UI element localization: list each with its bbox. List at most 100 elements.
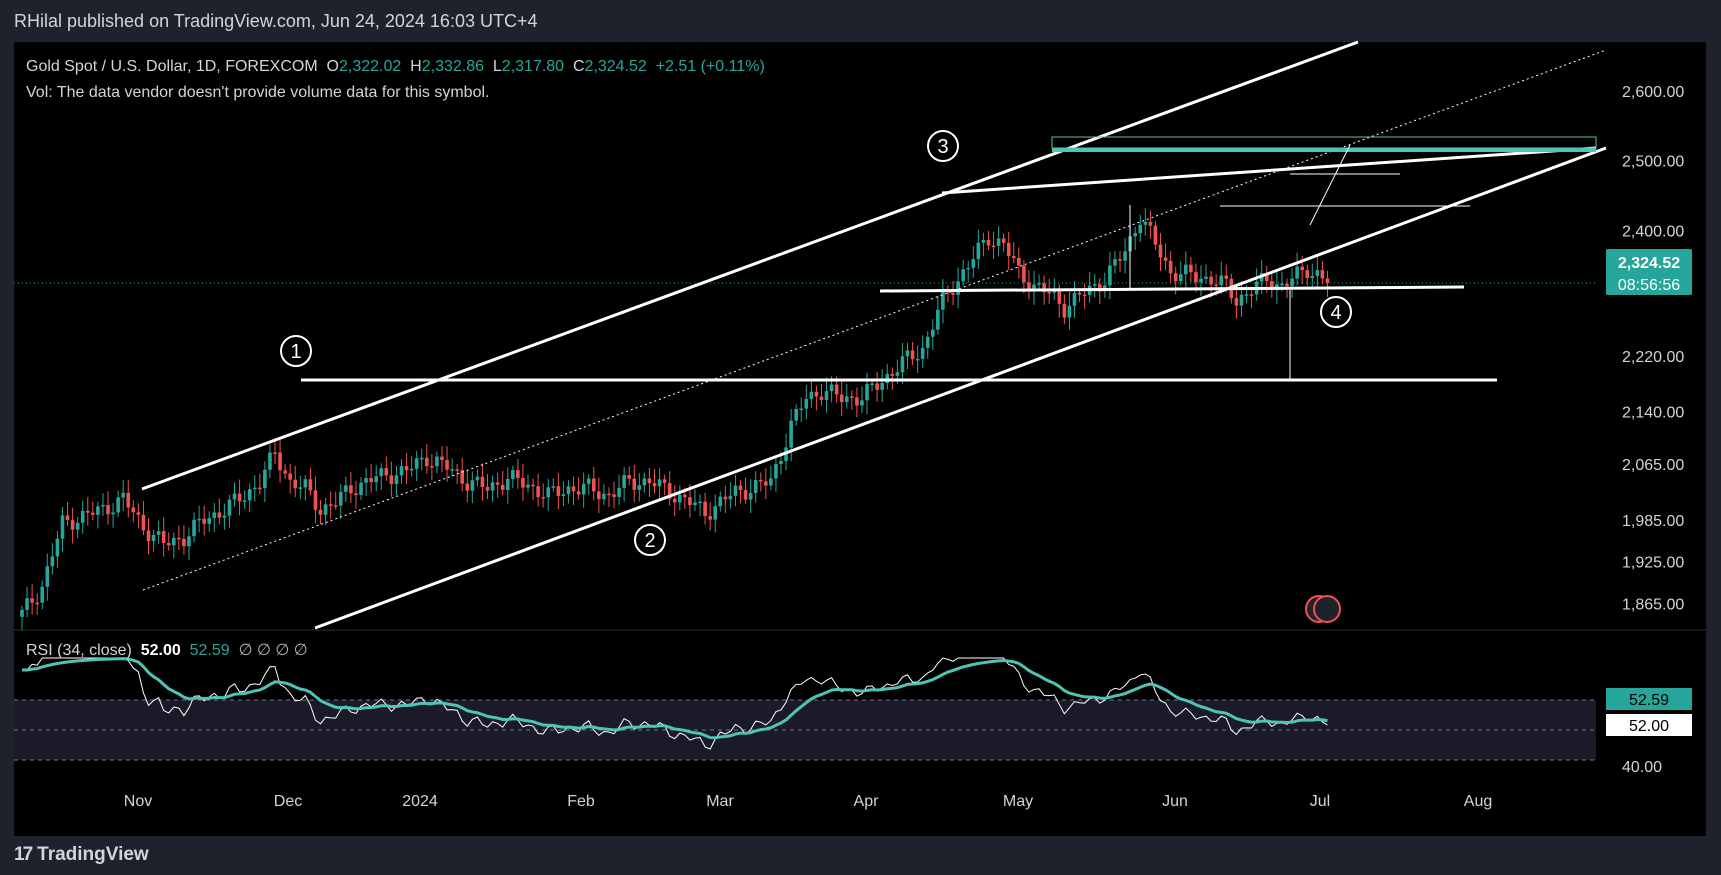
price-badge [1606, 249, 1692, 295]
candle-body [1153, 225, 1158, 245]
candle-body [40, 586, 45, 603]
candle-body [941, 290, 945, 310]
tradingview-logo[interactable]: 17 TradingView [14, 844, 149, 866]
candle-body [905, 350, 910, 357]
candle-body [500, 484, 505, 490]
candle-body [278, 452, 282, 471]
candle-body [814, 391, 819, 397]
annotation-circle [927, 130, 959, 162]
candle-body [602, 493, 606, 500]
candle-body [470, 480, 475, 491]
candle-body [1037, 283, 1041, 285]
candle-body [597, 491, 601, 500]
candle-body [1285, 283, 1289, 287]
symbol-title: Gold Spot / U.S. Dollar, 1D, FOREXCOM [26, 58, 318, 75]
us-flag-icon [1313, 595, 1341, 623]
candle-body [1189, 264, 1193, 273]
candle-body [70, 520, 75, 530]
candle-body [1006, 242, 1011, 257]
candle-body [556, 486, 561, 496]
candle-body [571, 486, 576, 492]
candle-body [116, 497, 120, 513]
candle-body [1320, 270, 1325, 279]
candle-body [55, 538, 60, 557]
candle-body [1168, 260, 1173, 274]
candle-body [1194, 272, 1198, 283]
candle-body [480, 476, 485, 487]
candle-body [35, 602, 39, 605]
candle-body [369, 478, 373, 483]
candle-body [844, 396, 849, 403]
candle-body [516, 470, 520, 479]
candle-body [202, 518, 206, 524]
candle-body [263, 469, 267, 489]
candle-body [607, 493, 611, 496]
candle-body [354, 493, 358, 496]
x-tick-label: Nov [124, 793, 152, 810]
horizontal-support-zone [879, 285, 1465, 293]
candle-body [1209, 276, 1213, 285]
annotation-circle [634, 524, 666, 556]
candle-body [80, 510, 85, 523]
candle-body [172, 537, 176, 546]
candle-body [698, 501, 702, 504]
candle-body [75, 522, 80, 530]
candle-body [212, 512, 217, 519]
candle-body [804, 398, 809, 409]
x-tick-label: May [1003, 793, 1033, 810]
candle-body [409, 468, 414, 471]
candle-body [647, 478, 652, 484]
candle-body [45, 566, 50, 587]
candle-body [65, 515, 70, 521]
candle-body [758, 479, 763, 482]
annotation-number: 4 [1330, 302, 1341, 324]
candle-body [586, 478, 591, 484]
candle-body [399, 466, 404, 476]
candle-body [338, 491, 343, 506]
volume-note: Vol: The data vendor doesn't provide vol… [26, 84, 490, 101]
candle-body [723, 496, 728, 500]
candle-body [683, 494, 687, 498]
tradingview-logo-icon: 17 [14, 844, 33, 865]
candle-body [900, 356, 905, 373]
candle-body [1133, 233, 1137, 237]
open-label: O [326, 58, 339, 75]
candle-body [222, 515, 227, 518]
candle-body [581, 483, 586, 495]
candle-body [333, 505, 338, 507]
candle-body [566, 486, 571, 495]
y-tick-label: 2,600.00 [1622, 84, 1684, 101]
candle-body [435, 456, 439, 467]
candle-body [1249, 294, 1254, 296]
candle-body [126, 492, 131, 508]
candle-body [925, 336, 930, 348]
candle-body [288, 473, 292, 480]
countdown-text: 08:56:56 [1618, 277, 1680, 294]
candle-body [364, 478, 368, 483]
candle-body [242, 500, 247, 502]
candle-body [713, 506, 718, 520]
candle-body [91, 512, 95, 515]
annotation-circle [280, 335, 312, 367]
candle-body [1062, 303, 1067, 318]
candle-body [1113, 259, 1117, 266]
candle-body [733, 485, 738, 496]
candle-body [1052, 291, 1057, 293]
candle-body [1264, 273, 1269, 282]
candle-body [1184, 264, 1188, 275]
projection-path [1309, 144, 1351, 226]
candle-body [60, 515, 65, 539]
candle-body [1022, 265, 1026, 283]
candle-body [20, 609, 24, 617]
candle-body [30, 598, 34, 603]
x-tick-label: 2024 [402, 793, 438, 810]
candle-body [662, 479, 667, 484]
candle-body [1097, 284, 1102, 292]
candle-body [1214, 284, 1218, 287]
candle-body [187, 536, 191, 547]
candle-body [161, 531, 166, 543]
candle-body [1148, 221, 1153, 226]
rsi-line [22, 657, 1328, 750]
change-value: +2.51 (+0.11%) [655, 58, 765, 75]
